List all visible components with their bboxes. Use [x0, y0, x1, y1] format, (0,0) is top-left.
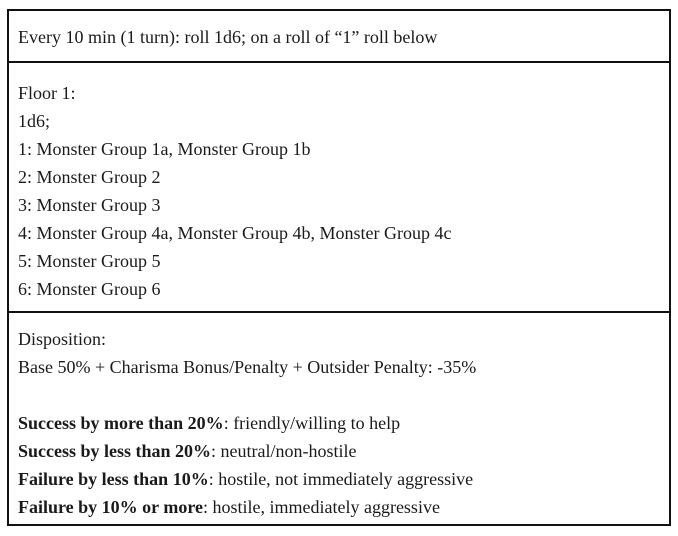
outcome-label: Success by more than 20%	[18, 413, 224, 433]
floor-cell: Floor 1: 1d6; 1: Monster Group 1a, Monst…	[9, 61, 669, 311]
header-cell: Every 10 min (1 turn): roll 1d6; on a ro…	[9, 11, 669, 61]
spacer	[18, 381, 669, 409]
floor-dice: 1d6;	[18, 111, 51, 131]
disposition-formula: Base 50% + Charisma Bonus/Penalty + Outs…	[18, 357, 477, 377]
header-text: Every 10 min (1 turn): roll 1d6; on a ro…	[18, 27, 438, 47]
outcome-label: Failure by 10% or more	[18, 497, 203, 517]
outcome-label: Success by less than 20%	[18, 441, 212, 461]
encounter-table: Every 10 min (1 turn): roll 1d6; on a ro…	[7, 9, 671, 526]
outcome-result: : friendly/willing to help	[223, 413, 401, 433]
floor-entry-2: 2: Monster Group 2	[18, 167, 161, 187]
floor-entry-1: 1: Monster Group 1a, Monster Group 1b	[18, 139, 311, 159]
outcome-result: : neutral/non-hostile	[211, 441, 357, 461]
floor-entry-4: 4: Monster Group 4a, Monster Group 4b, M…	[18, 223, 452, 243]
disposition-title: Disposition:	[18, 329, 107, 349]
outcome-row: Failure by less than 10%: hostile, not i…	[18, 465, 669, 493]
outcome-row: Failure by 10% or more: hostile, immedia…	[18, 493, 669, 521]
floor-entry-5: 5: Monster Group 5	[18, 251, 161, 271]
disposition-cell: Disposition: Base 50% + Charisma Bonus/P…	[9, 311, 669, 524]
floor-title: Floor 1:	[18, 83, 76, 103]
outcome-result: : hostile, immediately aggressive	[202, 497, 440, 517]
outcome-label: Failure by less than 10%	[18, 469, 209, 489]
outcome-row: Success by more than 20%: friendly/willi…	[18, 409, 669, 437]
floor-entry-3: 3: Monster Group 3	[18, 195, 161, 215]
floor-entry-6: 6: Monster Group 6	[18, 279, 161, 299]
outcome-row: Success by less than 20%: neutral/non-ho…	[18, 437, 669, 465]
outcome-result: : hostile, not immediately aggressive	[208, 469, 474, 489]
